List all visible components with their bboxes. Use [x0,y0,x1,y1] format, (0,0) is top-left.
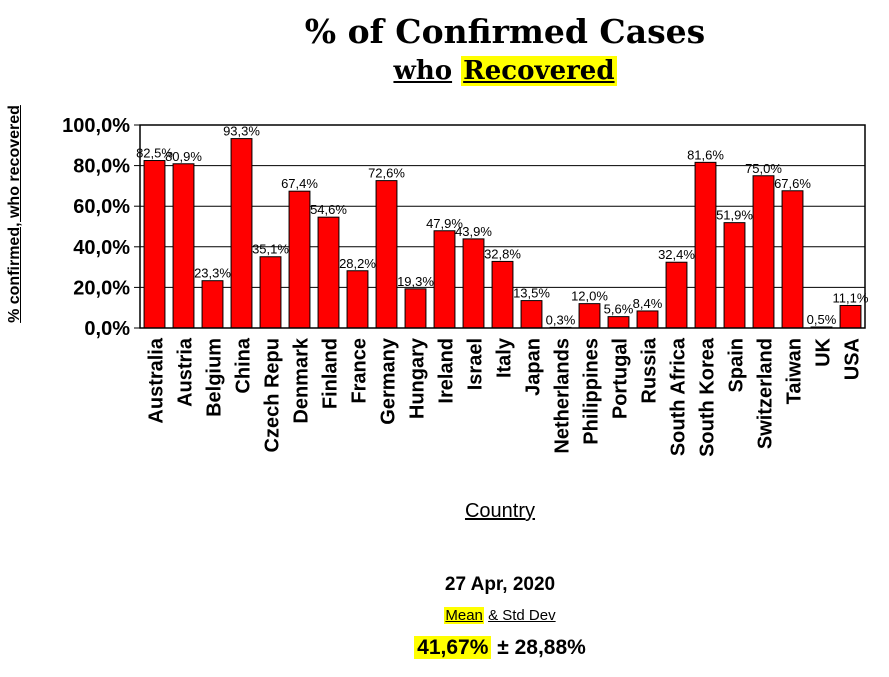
std-dev-value: ± 28,88% [497,636,586,659]
bar [694,161,717,329]
category-label: China [233,337,255,393]
category-label: Belgium [204,338,226,417]
bar [259,256,282,329]
category-label: Portugal [610,338,632,419]
category-label: Russia [639,337,661,403]
chart-subtitle: who Recovered [0,56,889,86]
plot-frame [139,124,866,329]
data-label: 51,9% [716,208,753,223]
data-label: 72,6% [368,166,405,181]
data-label: 80,9% [165,149,202,164]
category-label: Hungary [407,337,429,419]
category-label: Switzerland [755,338,777,449]
y-tick-label: 40,0% [73,237,130,259]
chart-title: % of Confirmed Cases [304,12,706,51]
data-label: 11,1% [833,290,869,305]
data-label: 82,5% [136,146,173,161]
category-label: Finland [320,338,342,409]
data-label: 43,9% [455,224,492,239]
y-tick-label: 60,0% [73,196,130,218]
data-label: 32,8% [484,246,521,261]
bar [346,270,369,329]
date-label: 27 Apr, 2020 [444,574,556,595]
data-label: 23,3% [194,266,231,281]
bar [143,160,166,329]
data-label: 35,1% [252,242,289,257]
category-label: Germany [378,337,400,425]
y-tick-label: 100,0% [62,115,130,137]
mean-caption: Mean [444,607,484,624]
data-label: 67,4% [281,176,318,191]
bar [839,304,862,329]
bar [491,260,514,329]
data-label: 93,3% [223,124,260,139]
stats-caption: Mean & Std Dev [380,607,620,624]
bar [375,180,398,329]
mean-value: 41,67% [414,636,492,659]
data-label: 19,3% [397,274,434,289]
subtitle-part2-highlight: Recovered [461,56,617,86]
data-label: 67,6% [774,176,811,191]
category-label: Netherlands [552,338,574,454]
bar [665,261,688,329]
category-label: Spain [726,338,748,392]
category-label: France [349,338,371,404]
bar [404,288,427,329]
category-label: Denmark [291,337,313,423]
bar [520,300,543,329]
bar [781,190,804,329]
bar [317,216,340,329]
category-label: Japan [523,338,545,396]
bar [636,310,659,329]
data-label: 28,2% [339,256,376,271]
data-label: 8,4% [633,296,663,311]
data-label: 12,0% [571,289,608,304]
stats-values: 41,67% ± 28,88% [360,636,640,660]
data-label: 5,6% [604,302,634,317]
bar [201,280,224,329]
category-label: Austria [175,337,197,407]
data-label: 75,0% [745,161,782,176]
data-label: 47,9% [426,216,463,231]
bar [230,138,253,329]
category-label: Italy [494,337,516,378]
category-label: UK [813,337,835,366]
data-label: 54,6% [310,202,347,217]
std-dev-caption: & Std Dev [488,607,556,624]
data-label: 0,3% [546,312,576,327]
bar [172,163,195,329]
category-label: Ireland [436,338,458,404]
category-label: USA [842,338,864,380]
category-label: Australia [146,337,168,423]
bar [288,190,311,329]
y-tick-label: 20,0% [73,277,130,299]
category-label: Taiwan [784,338,806,404]
y-tick-label: 0,0% [84,318,130,340]
category-label: South Korea [697,337,719,457]
bar [752,175,775,329]
category-label: Czech Repu [262,338,284,452]
data-label: 81,6% [687,147,724,162]
y-tick-label: 80,0% [73,156,130,178]
bar [462,238,485,329]
bar [607,316,630,329]
category-label: Philippines [581,338,603,445]
subtitle-part1: who [393,56,453,86]
data-label: 13,5% [513,286,550,301]
category-label: South Africa [668,337,690,456]
data-label: 0,5% [807,312,837,327]
bar [578,303,601,329]
bar [723,222,746,329]
x-axis-label: Country [464,500,536,522]
bar [433,230,456,329]
category-label: Israel [465,338,487,390]
data-label: 32,4% [658,247,695,262]
